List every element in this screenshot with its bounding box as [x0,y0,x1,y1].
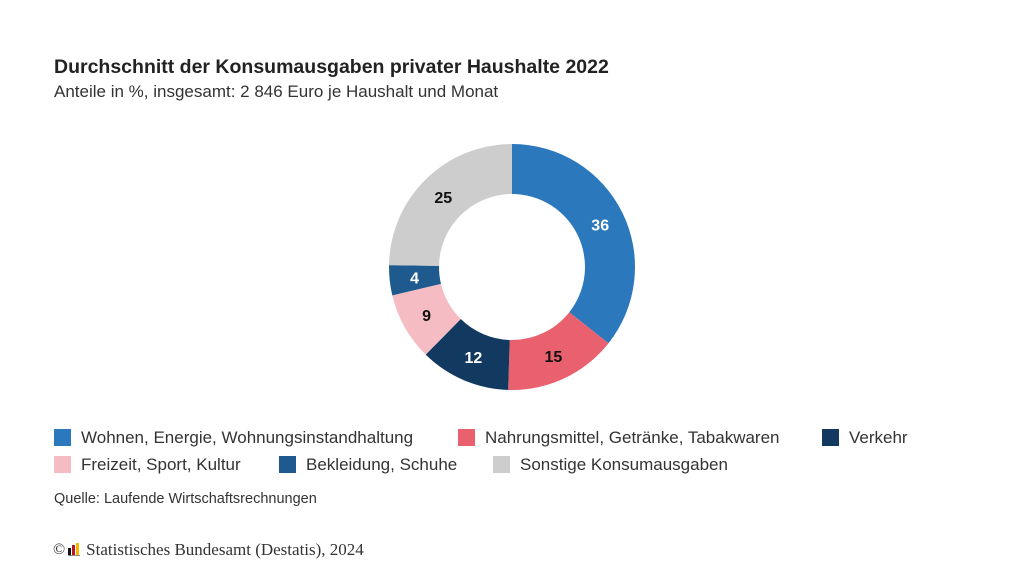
legend-row-1: Wohnen, Energie, Wohnungsinstandhaltung … [54,424,954,451]
copyright-symbol: © [53,541,66,558]
donut-data-label-2: 12 [465,350,483,367]
chart-title: Durchschnitt der Konsumausgaben privater… [54,56,609,78]
donut-data-label-1: 15 [544,349,562,366]
legend-item-bekleidung: Bekleidung, Schuhe [279,455,493,475]
legend-row-2: Freizeit, Sport, Kultur Bekleidung, Schu… [54,451,954,478]
legend-swatch-bekleidung [279,456,296,473]
legend-label: Nahrungsmittel, Getränke, Tabakwaren [485,427,780,447]
legend-item-nahrung: Nahrungsmittel, Getränke, Tabakwaren [458,428,822,448]
destatis-logo-icon [68,543,81,556]
legend-label: Bekleidung, Schuhe [306,454,458,474]
donut-slice-0 [512,144,635,344]
legend-swatch-verkehr [822,429,839,446]
legend-item-freizeit: Freizeit, Sport, Kultur [54,455,279,475]
donut-data-label-3: 9 [422,308,431,325]
legend-swatch-wohnen [54,429,71,446]
legend-item-verkehr: Verkehr [822,428,908,448]
donut-slice-2 [425,319,510,390]
source-note: Quelle: Laufende Wirtschaftsrechnungen [54,491,317,507]
donut-slice-5 [389,144,512,266]
legend-item-wohnen: Wohnen, Energie, Wohnungsinstandhaltung [54,428,458,448]
donut-data-label-0: 36 [591,217,609,234]
legend-swatch-nahrung [458,429,475,446]
donut-slice-4 [388,265,441,296]
donut-data-label-5: 25 [434,190,452,207]
copyright: © Statistisches Bundesamt (Destatis), 20… [53,540,364,560]
donut-data-label-4: 4 [410,271,419,288]
donut-slice-3 [392,283,461,355]
legend: Wohnen, Energie, Wohnungsinstandhaltung … [54,424,954,478]
legend-item-sonstige: Sonstige Konsumausgaben [493,455,728,475]
legend-swatch-freizeit [54,456,71,473]
donut-slice-1 [508,312,609,390]
donut-chart: 36 15 12 9 4 25 [388,144,635,390]
copyright-text: Statistisches Bundesamt (Destatis), 2024 [86,540,364,559]
legend-label: Verkehr [849,427,908,447]
legend-label: Freizeit, Sport, Kultur [81,454,241,474]
legend-label: Wohnen, Energie, Wohnungsinstandhaltung [81,427,414,447]
chart-subtitle: Anteile in %, insgesamt: 2 846 Euro je H… [54,82,499,101]
legend-swatch-sonstige [493,456,510,473]
legend-label: Sonstige Konsumausgaben [520,454,728,474]
